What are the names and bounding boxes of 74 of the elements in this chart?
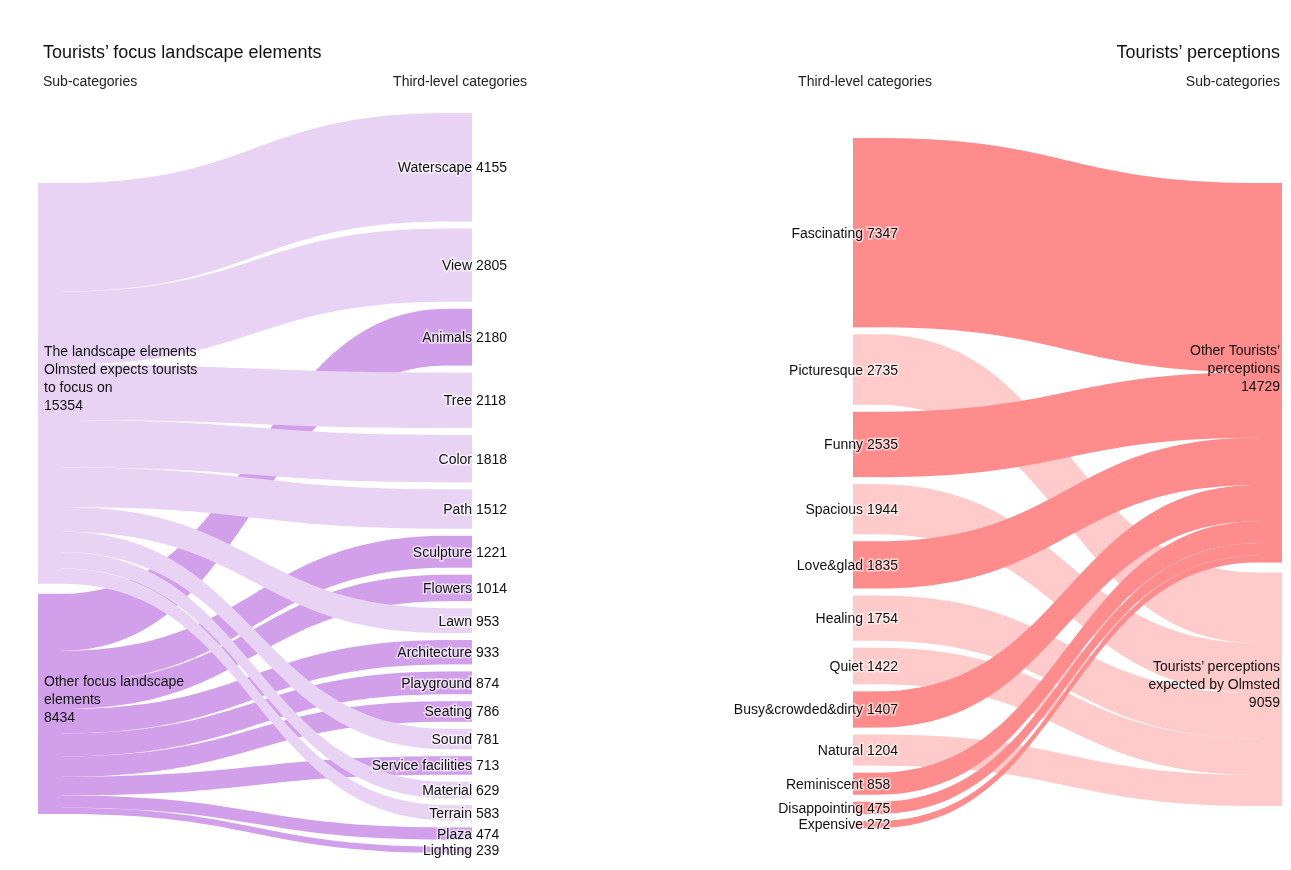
- data-label: 629: [476, 781, 500, 798]
- data-label: 474: [476, 825, 500, 842]
- category-label: Terrain: [429, 804, 472, 821]
- data-label: 2180: [476, 329, 508, 346]
- data-label: 858: [867, 775, 891, 792]
- category-label: Disappointing: [778, 799, 863, 816]
- data-label: 786: [476, 703, 500, 720]
- category-label: Playground: [401, 674, 472, 691]
- category-label: Animals: [422, 329, 472, 346]
- category-label: Expensive: [798, 816, 864, 833]
- data-label: 272: [867, 816, 891, 833]
- category-label: Funny: [824, 436, 863, 453]
- data-label: 9059: [1248, 694, 1281, 711]
- category-label: Lighting: [422, 841, 472, 858]
- category-label: Plaza: [436, 825, 473, 842]
- data-label: 2118: [476, 392, 507, 409]
- data-label: 7347: [867, 224, 899, 241]
- text: Third-level categories: [393, 73, 527, 89]
- text: Tourists’ perceptions: [1116, 42, 1280, 62]
- category-label: Waterscape: [397, 159, 473, 176]
- category-label: Other focus landscape elements: [44, 672, 185, 707]
- data-label: 1221: [476, 543, 508, 560]
- category-label: Architecture: [397, 644, 473, 661]
- data-label: 1754: [867, 610, 899, 627]
- category-label: Spacious: [805, 501, 863, 518]
- category-label: Reminiscent: [785, 775, 864, 792]
- category-label: Healing: [815, 610, 863, 627]
- data-label: 475: [867, 799, 891, 816]
- category-label: The landscape elements Olmsted expects tourists to focus on: [44, 343, 198, 396]
- data-label: 1422: [867, 658, 899, 675]
- data-label: 2735: [867, 361, 899, 378]
- category-label: Lawn: [438, 612, 472, 629]
- text: Tourists’ focus landscape elements: [43, 42, 322, 62]
- data-label: 583: [476, 804, 500, 821]
- category-label: Natural: [817, 742, 863, 759]
- data-label: 1407: [867, 701, 899, 718]
- data-label: 953: [476, 612, 500, 629]
- data-label: 8434: [44, 708, 76, 725]
- text: Sub-categories: [43, 73, 138, 89]
- category-label: Busy&crowded&dirty: [733, 701, 863, 718]
- category-label: Quiet: [829, 658, 864, 675]
- data-label: 781: [476, 730, 500, 747]
- data-label: 1818: [476, 450, 508, 467]
- category-label: Sculpture: [412, 543, 473, 560]
- category-label: Fascinating: [791, 224, 863, 241]
- category-label: Love&glad: [796, 556, 863, 573]
- data-label: 713: [476, 757, 500, 774]
- category-label: Picturesque: [789, 361, 864, 378]
- data-label: 1204: [867, 742, 899, 759]
- data-label: 874: [476, 674, 500, 691]
- category-label: Material: [422, 781, 472, 798]
- category-label: Color: [438, 450, 473, 467]
- data-label: 239: [476, 841, 500, 858]
- text: Third-level categories: [798, 73, 932, 89]
- category-label: Tree: [443, 392, 473, 409]
- data-label: 4155: [476, 159, 508, 176]
- data-label: 2805: [476, 257, 508, 274]
- category-label: Flowers: [422, 579, 472, 596]
- data-label: 1512: [476, 501, 508, 518]
- category-label: Tourists’ perceptions expected by Olmsted: [1148, 658, 1280, 693]
- text: Sub-categories: [1185, 73, 1280, 89]
- category-label: Other Tourists’ perceptions: [1190, 341, 1280, 376]
- data-label: 1014: [476, 579, 508, 596]
- data-label: 15354: [44, 397, 84, 414]
- data-label: 2535: [867, 436, 899, 453]
- category-label: Sound: [431, 730, 472, 747]
- data-label: 933: [476, 644, 500, 661]
- category-label: Service facilities: [371, 757, 472, 774]
- category-label: View: [441, 257, 473, 274]
- data-label: 14729: [1241, 377, 1281, 394]
- category-label: Seating: [424, 703, 472, 720]
- data-label: 1944: [867, 501, 899, 518]
- category-label: Path: [443, 501, 472, 518]
- data-label: 1835: [867, 556, 899, 573]
